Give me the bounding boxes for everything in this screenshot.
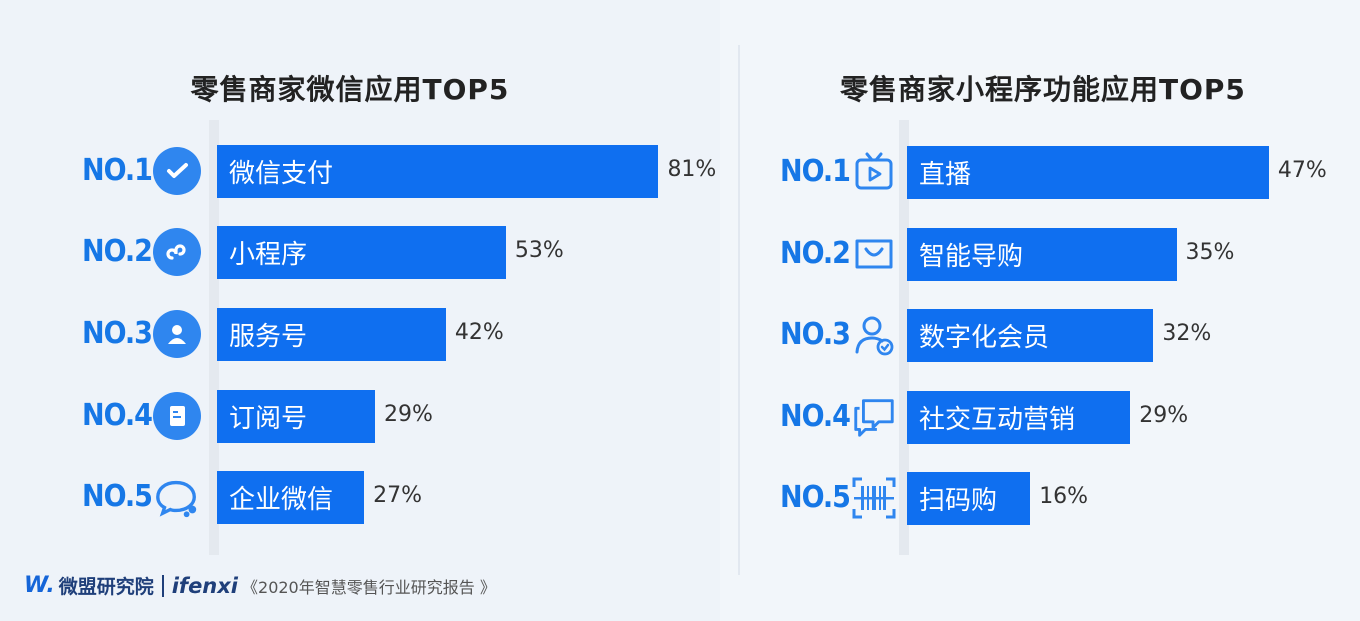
value-label: 29% <box>1139 403 1189 428</box>
chart-1-title: 零售商家微信应用TOP5 <box>190 73 510 106</box>
category-label: 企业微信 <box>229 485 334 515</box>
footer-separator <box>161 574 164 597</box>
smart-guide-icon <box>850 228 898 280</box>
chart-2-axis-strip <box>899 120 909 555</box>
rank-label: NO.1 <box>780 154 851 189</box>
category-label: 数字化会员 <box>919 323 1050 353</box>
chart-1-row-2: NO.2 小程序 53% <box>0 226 1360 282</box>
weimob-logo-mark: W. <box>24 573 55 598</box>
rank-label: NO.3 <box>82 316 153 351</box>
subscription-account-icon <box>153 392 201 440</box>
bar: 直播 <box>907 146 1269 199</box>
value-label: 27% <box>373 483 423 508</box>
barcode-scan-icon <box>850 472 898 524</box>
chart-2-row-3: NO.3 数字化会员 32% <box>0 309 1360 365</box>
wecom-icon <box>153 471 201 523</box>
rank-label: NO.2 <box>780 236 851 271</box>
category-label: 扫码购 <box>919 486 998 516</box>
brand-ifenxi: ifenxi <box>171 573 239 598</box>
rank-label: NO.2 <box>82 234 153 269</box>
category-label: 微信支付 <box>229 159 334 189</box>
wechat-pay-icon <box>153 147 201 195</box>
value-label: 16% <box>1039 484 1089 509</box>
brand-weimob-research: 微盟研究院 <box>58 576 154 598</box>
bar: 扫码购 <box>907 472 1031 525</box>
chart-2-title: 零售商家小程序功能应用TOP5 <box>840 73 1246 106</box>
rank-label: NO.4 <box>82 398 153 433</box>
footer: W. 微盟研究院 ifenxi 《2020年智慧零售行业研究报告 》 <box>24 572 496 599</box>
value-label: 81% <box>667 157 717 182</box>
bar: 服务号 <box>217 308 446 361</box>
bar: 企业微信 <box>217 471 365 524</box>
category-label: 直播 <box>919 160 972 190</box>
category-label: 社交互动营销 <box>919 405 1076 435</box>
chart-1-row-5: NO.5 企业微信 27% <box>0 471 1360 527</box>
value-label: 53% <box>514 238 564 263</box>
bar: 订阅号 <box>217 390 376 443</box>
chart-1-row-4: NO.4 订阅号 29% <box>0 390 1360 446</box>
chart-1-axis-strip <box>209 120 219 555</box>
chart-2-row-4: NO.4 社交互动营销 29% <box>0 391 1360 447</box>
rank-label: NO.1 <box>82 153 153 188</box>
bar: 数字化会员 <box>907 309 1154 362</box>
category-label: 订阅号 <box>229 404 308 434</box>
rank-label: NO.4 <box>780 399 851 434</box>
panel-divider <box>738 45 740 575</box>
rank-label: NO.5 <box>82 479 153 514</box>
service-account-icon <box>153 310 201 358</box>
value-label: 29% <box>384 402 433 427</box>
rank-label: NO.5 <box>780 480 851 515</box>
value-label: 35% <box>1185 240 1235 265</box>
chart-2-row-1: NO.1 直播 47% <box>0 146 1360 202</box>
chart-2-row-5: NO.5 扫码购 16% <box>0 472 1360 528</box>
category-label: 智能导购 <box>919 242 1024 272</box>
mini-program-icon <box>153 228 201 276</box>
bar: 小程序 <box>217 226 506 279</box>
chat-bubbles-icon <box>850 391 898 443</box>
bar: 智能导购 <box>907 228 1177 281</box>
category-label: 小程序 <box>229 240 308 270</box>
member-icon <box>850 309 898 361</box>
value-label: 32% <box>1162 321 1212 346</box>
rank-label: NO.3 <box>780 317 851 352</box>
category-label: 服务号 <box>229 322 308 352</box>
value-label: 47% <box>1277 158 1327 183</box>
value-label: 42% <box>454 320 504 345</box>
bar: 微信支付 <box>217 145 659 198</box>
chart-1-row-3: NO.3 服务号 42% <box>0 308 1360 364</box>
chart-1-row-1: NO.1 微信支付 81% <box>0 145 1360 201</box>
bar: 社交互动营销 <box>907 391 1131 444</box>
live-tv-icon <box>850 146 898 198</box>
chart-2-row-2: NO.2 智能导购 35% <box>0 228 1360 284</box>
report-title: 《2020年智慧零售行业研究报告 》 <box>242 577 496 597</box>
